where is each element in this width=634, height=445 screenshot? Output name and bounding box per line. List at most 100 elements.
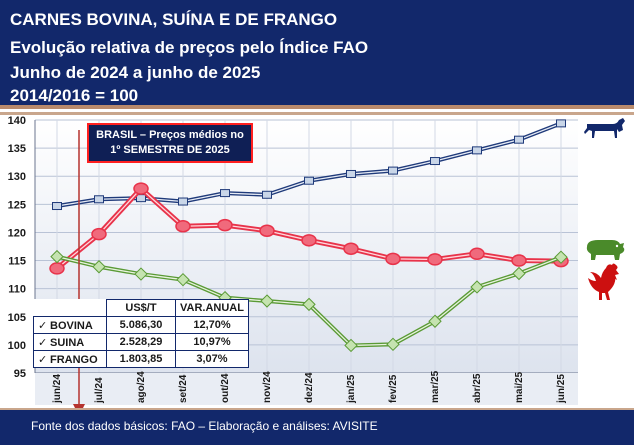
table-row: ✓ SUINA 2.528,29 10,97% bbox=[33, 333, 249, 351]
bovina-point bbox=[136, 194, 146, 203]
frango-point bbox=[134, 267, 148, 281]
series-group bbox=[49, 119, 569, 353]
bovina-point bbox=[514, 135, 524, 144]
suina-point bbox=[343, 242, 359, 255]
suina-point bbox=[217, 218, 233, 232]
footer-divider bbox=[0, 408, 634, 410]
y-tick-label: 125 bbox=[8, 199, 26, 211]
bovina-point bbox=[346, 169, 356, 178]
suina-point bbox=[175, 220, 191, 233]
x-tick-label: jul/24 bbox=[94, 377, 105, 404]
callout-line1: BRASIL – Preços médios no bbox=[96, 129, 244, 141]
suina-point bbox=[427, 253, 443, 266]
suina-point bbox=[259, 224, 275, 238]
row-price: 2.528,29 bbox=[106, 333, 176, 351]
y-tick-label: 120 bbox=[8, 227, 26, 239]
bovina-point bbox=[94, 195, 104, 204]
frango-point bbox=[512, 266, 526, 281]
row-var: 3,07% bbox=[175, 350, 249, 368]
frango-point bbox=[344, 338, 358, 353]
x-tick-label: jan/25 bbox=[346, 374, 357, 404]
footer-source: Fonte dos dados básicos: FAO – Elaboraçã… bbox=[31, 419, 378, 433]
x-tick-label: out/24 bbox=[220, 373, 231, 403]
y-tick-label: 105 bbox=[8, 312, 26, 324]
suina-point bbox=[91, 227, 107, 241]
y-tick-label: 140 bbox=[8, 115, 26, 127]
row-var: 10,97% bbox=[175, 333, 249, 351]
frango-point bbox=[50, 249, 64, 264]
suina-point bbox=[133, 182, 149, 195]
callout-line2: 1º SEMESTRE DE 2025 bbox=[110, 144, 230, 156]
x-tick-label: abr/25 bbox=[472, 373, 483, 403]
axis-blank bbox=[578, 373, 618, 405]
suina-point bbox=[469, 247, 485, 261]
row-var: 12,70% bbox=[175, 316, 249, 334]
divider-stripe bbox=[0, 112, 634, 115]
row-label: FRANGO bbox=[50, 353, 98, 366]
y-tick-label: 100 bbox=[8, 340, 26, 352]
x-tick-label: nov/24 bbox=[262, 371, 273, 403]
check-icon: ✓ bbox=[38, 336, 48, 349]
x-tick-label: set/24 bbox=[178, 374, 189, 403]
frango-point bbox=[92, 260, 106, 274]
bovina-point bbox=[430, 157, 440, 166]
bovina-point bbox=[52, 202, 62, 211]
divider-stripe bbox=[0, 105, 634, 109]
table-row: ✓ FRANGO 1.803,85 3,07% bbox=[33, 350, 249, 368]
bovina-point bbox=[178, 197, 188, 206]
rooster-icon bbox=[588, 263, 619, 300]
header-base: 2014/2016 = 100 bbox=[10, 86, 139, 105]
table-header-price: US$/T bbox=[106, 299, 176, 317]
header-panel: CARNES BOVINA, SUÍNA E DE FRANGO Evoluçã… bbox=[0, 0, 634, 105]
pig-icon bbox=[586, 240, 625, 260]
suina-point bbox=[301, 234, 317, 247]
y-tick-label: 135 bbox=[8, 143, 26, 155]
frango-point bbox=[176, 272, 190, 287]
bovina-point bbox=[472, 146, 482, 155]
table-row: ✓ BOVINA 5.086,30 12,70% bbox=[33, 316, 249, 334]
bovina-point bbox=[220, 189, 230, 198]
row-label: BOVINA bbox=[50, 319, 93, 332]
footer-bar: Fonte dos dados básicos: FAO – Elaboraçã… bbox=[0, 410, 634, 445]
bovina-point bbox=[262, 190, 272, 199]
x-tick-label: mai/25 bbox=[514, 371, 525, 403]
y-tick-label: 115 bbox=[8, 256, 26, 268]
row-label: SUINA bbox=[50, 336, 85, 349]
frango-point bbox=[428, 314, 442, 328]
price-table: US$/T VAR.ANUAL ✓ BOVINA 5.086,30 12,70% … bbox=[33, 299, 249, 368]
cow-icon bbox=[584, 118, 625, 138]
suina-point bbox=[511, 254, 527, 267]
frango-point bbox=[386, 337, 400, 352]
frango-point bbox=[470, 280, 484, 294]
x-tick-label: ago/24 bbox=[136, 371, 147, 403]
bovina-point bbox=[388, 166, 398, 175]
x-tick-label: dez/24 bbox=[304, 372, 315, 403]
x-tick-label: jun/24 bbox=[52, 374, 63, 404]
y-tick-label: 130 bbox=[8, 171, 26, 183]
bovina-point bbox=[556, 119, 566, 128]
x-tick-label: jun/25 bbox=[556, 374, 567, 404]
x-tick-label: mar/25 bbox=[430, 370, 441, 403]
x-tick-label: fev/25 bbox=[388, 374, 399, 403]
divider-stripe bbox=[0, 109, 634, 112]
table-header-row: US$/T VAR.ANUAL bbox=[33, 299, 249, 317]
suina-point bbox=[385, 252, 401, 266]
x-axis: jun/24 jul/24 ago/24 set/24 out/24 nov/24 dez/… bbox=[35, 370, 578, 405]
header-period: Junho de 2024 a junho de 2025 bbox=[10, 63, 261, 82]
header-title: CARNES BOVINA, SUÍNA E DE FRANGO bbox=[10, 10, 338, 29]
check-icon: ✓ bbox=[38, 319, 48, 332]
frango-point bbox=[260, 294, 274, 308]
y-tick-label: 95 bbox=[14, 368, 26, 380]
header-subtitle: Evolução relativa de preços pelo Índice … bbox=[10, 38, 369, 57]
frango-point bbox=[302, 297, 316, 312]
brazil-callout: BRASIL – Preços médios no 1º SEMESTRE DE… bbox=[87, 123, 253, 163]
suina-point bbox=[49, 262, 65, 275]
row-price: 5.086,30 bbox=[106, 316, 176, 334]
bovina-point bbox=[304, 176, 314, 185]
y-axis: 95 100 105 110 115 120 125 130 135 140 bbox=[8, 115, 36, 380]
table-header-var: VAR.ANUAL bbox=[175, 299, 249, 317]
frango-point bbox=[554, 250, 568, 264]
check-icon: ✓ bbox=[38, 353, 48, 366]
row-price: 1.803,85 bbox=[106, 350, 176, 368]
